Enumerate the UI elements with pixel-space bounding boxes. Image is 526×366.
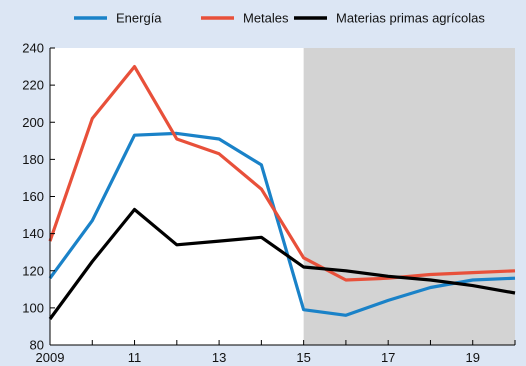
series-line-1 — [48, 64, 516, 282]
legend-label-2: Materias primas agrícolas — [336, 11, 485, 26]
legend: Energía Metales Materias primas agrícolas — [74, 11, 485, 26]
legend-label-1: Metales — [243, 11, 289, 26]
x-tick-label: 17 — [381, 350, 395, 365]
x-tick-label: 15 — [296, 350, 310, 365]
legend-label-0: Energía — [116, 11, 162, 26]
x-tick-label: 19 — [465, 350, 479, 365]
y-tick-label: 80 — [30, 338, 44, 353]
y-tick-label: 140 — [22, 226, 44, 241]
series-lines — [48, 64, 516, 320]
x-tick-label: 2009 — [36, 350, 65, 365]
y-tick-label: 200 — [22, 115, 44, 130]
y-tick-label: 120 — [22, 263, 44, 278]
projection-shaded-region — [303, 48, 515, 345]
x-tick-label: 13 — [212, 350, 226, 365]
series-line-0 — [48, 131, 516, 317]
y-tick-label: 100 — [22, 300, 44, 315]
x-tick-label: 11 — [128, 350, 142, 365]
y-tick-label: 240 — [22, 41, 44, 56]
axes: 80 100 120 140 160 180 200 220 240 2009 11 13 15 17 19 — [22, 41, 516, 365]
y-tick-label: 220 — [22, 78, 44, 93]
y-tick-label: 180 — [22, 152, 44, 167]
y-tick-label: 160 — [22, 189, 44, 204]
series-line-2 — [48, 207, 516, 320]
